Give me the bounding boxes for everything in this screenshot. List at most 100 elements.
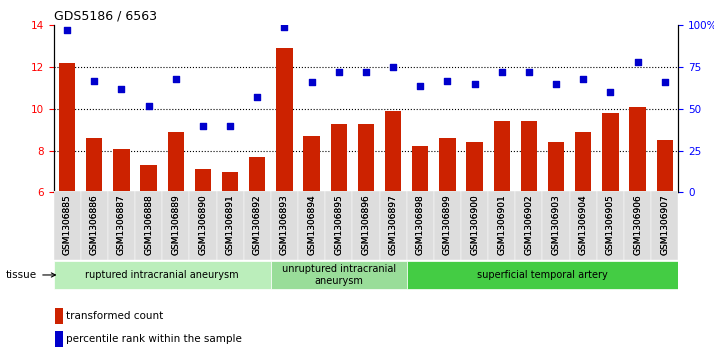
Text: GSM1306901: GSM1306901 [497,194,506,255]
Point [170,76,181,82]
Text: GSM1306889: GSM1306889 [171,194,180,255]
Bar [55,308,63,324]
Bar [55,331,63,347]
Text: GSM1306907: GSM1306907 [660,194,669,255]
Bar [271,261,407,289]
Bar [298,191,325,260]
Bar [575,132,591,192]
Bar [624,191,651,260]
Text: GSM1306899: GSM1306899 [443,194,452,255]
Bar [630,107,645,192]
Bar [461,191,488,260]
Bar [86,138,102,192]
Bar [189,191,216,260]
Text: transformed count: transformed count [66,311,164,321]
Text: GSM1306902: GSM1306902 [524,194,533,255]
Bar [54,191,81,260]
Bar [570,191,597,260]
Point [224,123,236,129]
Point [388,64,399,70]
Text: GSM1306895: GSM1306895 [334,194,343,255]
Text: ruptured intracranial aneurysm: ruptured intracranial aneurysm [86,270,239,280]
Bar [141,165,157,192]
Bar [439,138,456,192]
Text: GSM1306888: GSM1306888 [144,194,153,255]
Point [442,78,453,83]
Text: GSM1306901: GSM1306901 [497,194,506,255]
Text: GSM1306902: GSM1306902 [524,194,533,255]
Point [550,81,562,87]
Text: GSM1306894: GSM1306894 [307,194,316,255]
Bar [407,261,678,289]
Text: GSM1306894: GSM1306894 [307,194,316,255]
Point [469,81,481,87]
Bar [222,172,238,192]
Bar [516,191,543,260]
Point [659,79,670,85]
Bar [331,123,347,192]
Text: GSM1306895: GSM1306895 [334,194,343,255]
Text: GSM1306905: GSM1306905 [606,194,615,255]
Text: percentile rank within the sample: percentile rank within the sample [66,334,242,344]
Bar [602,113,618,192]
Bar [81,191,108,260]
Point [333,69,344,75]
Text: superficial temporal artery: superficial temporal artery [477,270,608,280]
Text: GSM1306900: GSM1306900 [470,194,479,255]
Bar [114,148,130,192]
Bar [548,142,564,192]
Bar [466,142,483,192]
Text: GSM1306890: GSM1306890 [198,194,208,255]
Bar [407,191,434,260]
Bar [59,63,75,192]
Bar [195,170,211,192]
Point [523,69,535,75]
Text: GSM1306899: GSM1306899 [443,194,452,255]
Bar [352,191,380,260]
Text: GSM1306890: GSM1306890 [198,194,208,255]
Point [605,89,616,95]
Bar [216,191,243,260]
Point [89,78,100,83]
Text: GSM1306897: GSM1306897 [388,194,398,255]
Point [251,94,263,100]
Bar [493,121,510,192]
Text: GSM1306898: GSM1306898 [416,194,425,255]
Bar [325,191,352,260]
Point [578,76,589,82]
Text: GSM1306892: GSM1306892 [253,194,262,255]
Text: GSM1306900: GSM1306900 [470,194,479,255]
Text: tissue: tissue [6,270,56,280]
Text: GSM1306887: GSM1306887 [117,194,126,255]
Text: GSM1306906: GSM1306906 [633,194,642,255]
Text: GSM1306885: GSM1306885 [63,194,71,255]
Bar [385,111,401,192]
Bar [249,157,266,192]
Text: GSM1306904: GSM1306904 [579,194,588,255]
Text: GSM1306905: GSM1306905 [606,194,615,255]
Bar [54,261,271,289]
Text: GSM1306896: GSM1306896 [361,194,371,255]
Point [61,28,73,33]
Text: GSM1306887: GSM1306887 [117,194,126,255]
Point [278,24,290,30]
Bar [597,191,624,260]
Bar [434,191,461,260]
Point [143,103,154,109]
Point [197,123,208,129]
Bar [657,140,673,192]
Text: GSM1306903: GSM1306903 [552,194,560,255]
Text: GSM1306885: GSM1306885 [63,194,71,255]
Text: GSM1306891: GSM1306891 [226,194,235,255]
Text: GSM1306892: GSM1306892 [253,194,262,255]
Bar [488,191,516,260]
Text: GSM1306893: GSM1306893 [280,194,289,255]
Bar [162,191,189,260]
Bar [543,191,570,260]
Bar [303,136,320,192]
Point [496,69,508,75]
Text: GSM1306888: GSM1306888 [144,194,153,255]
Bar [358,123,374,192]
Text: GSM1306906: GSM1306906 [633,194,642,255]
Text: GSM1306893: GSM1306893 [280,194,289,255]
